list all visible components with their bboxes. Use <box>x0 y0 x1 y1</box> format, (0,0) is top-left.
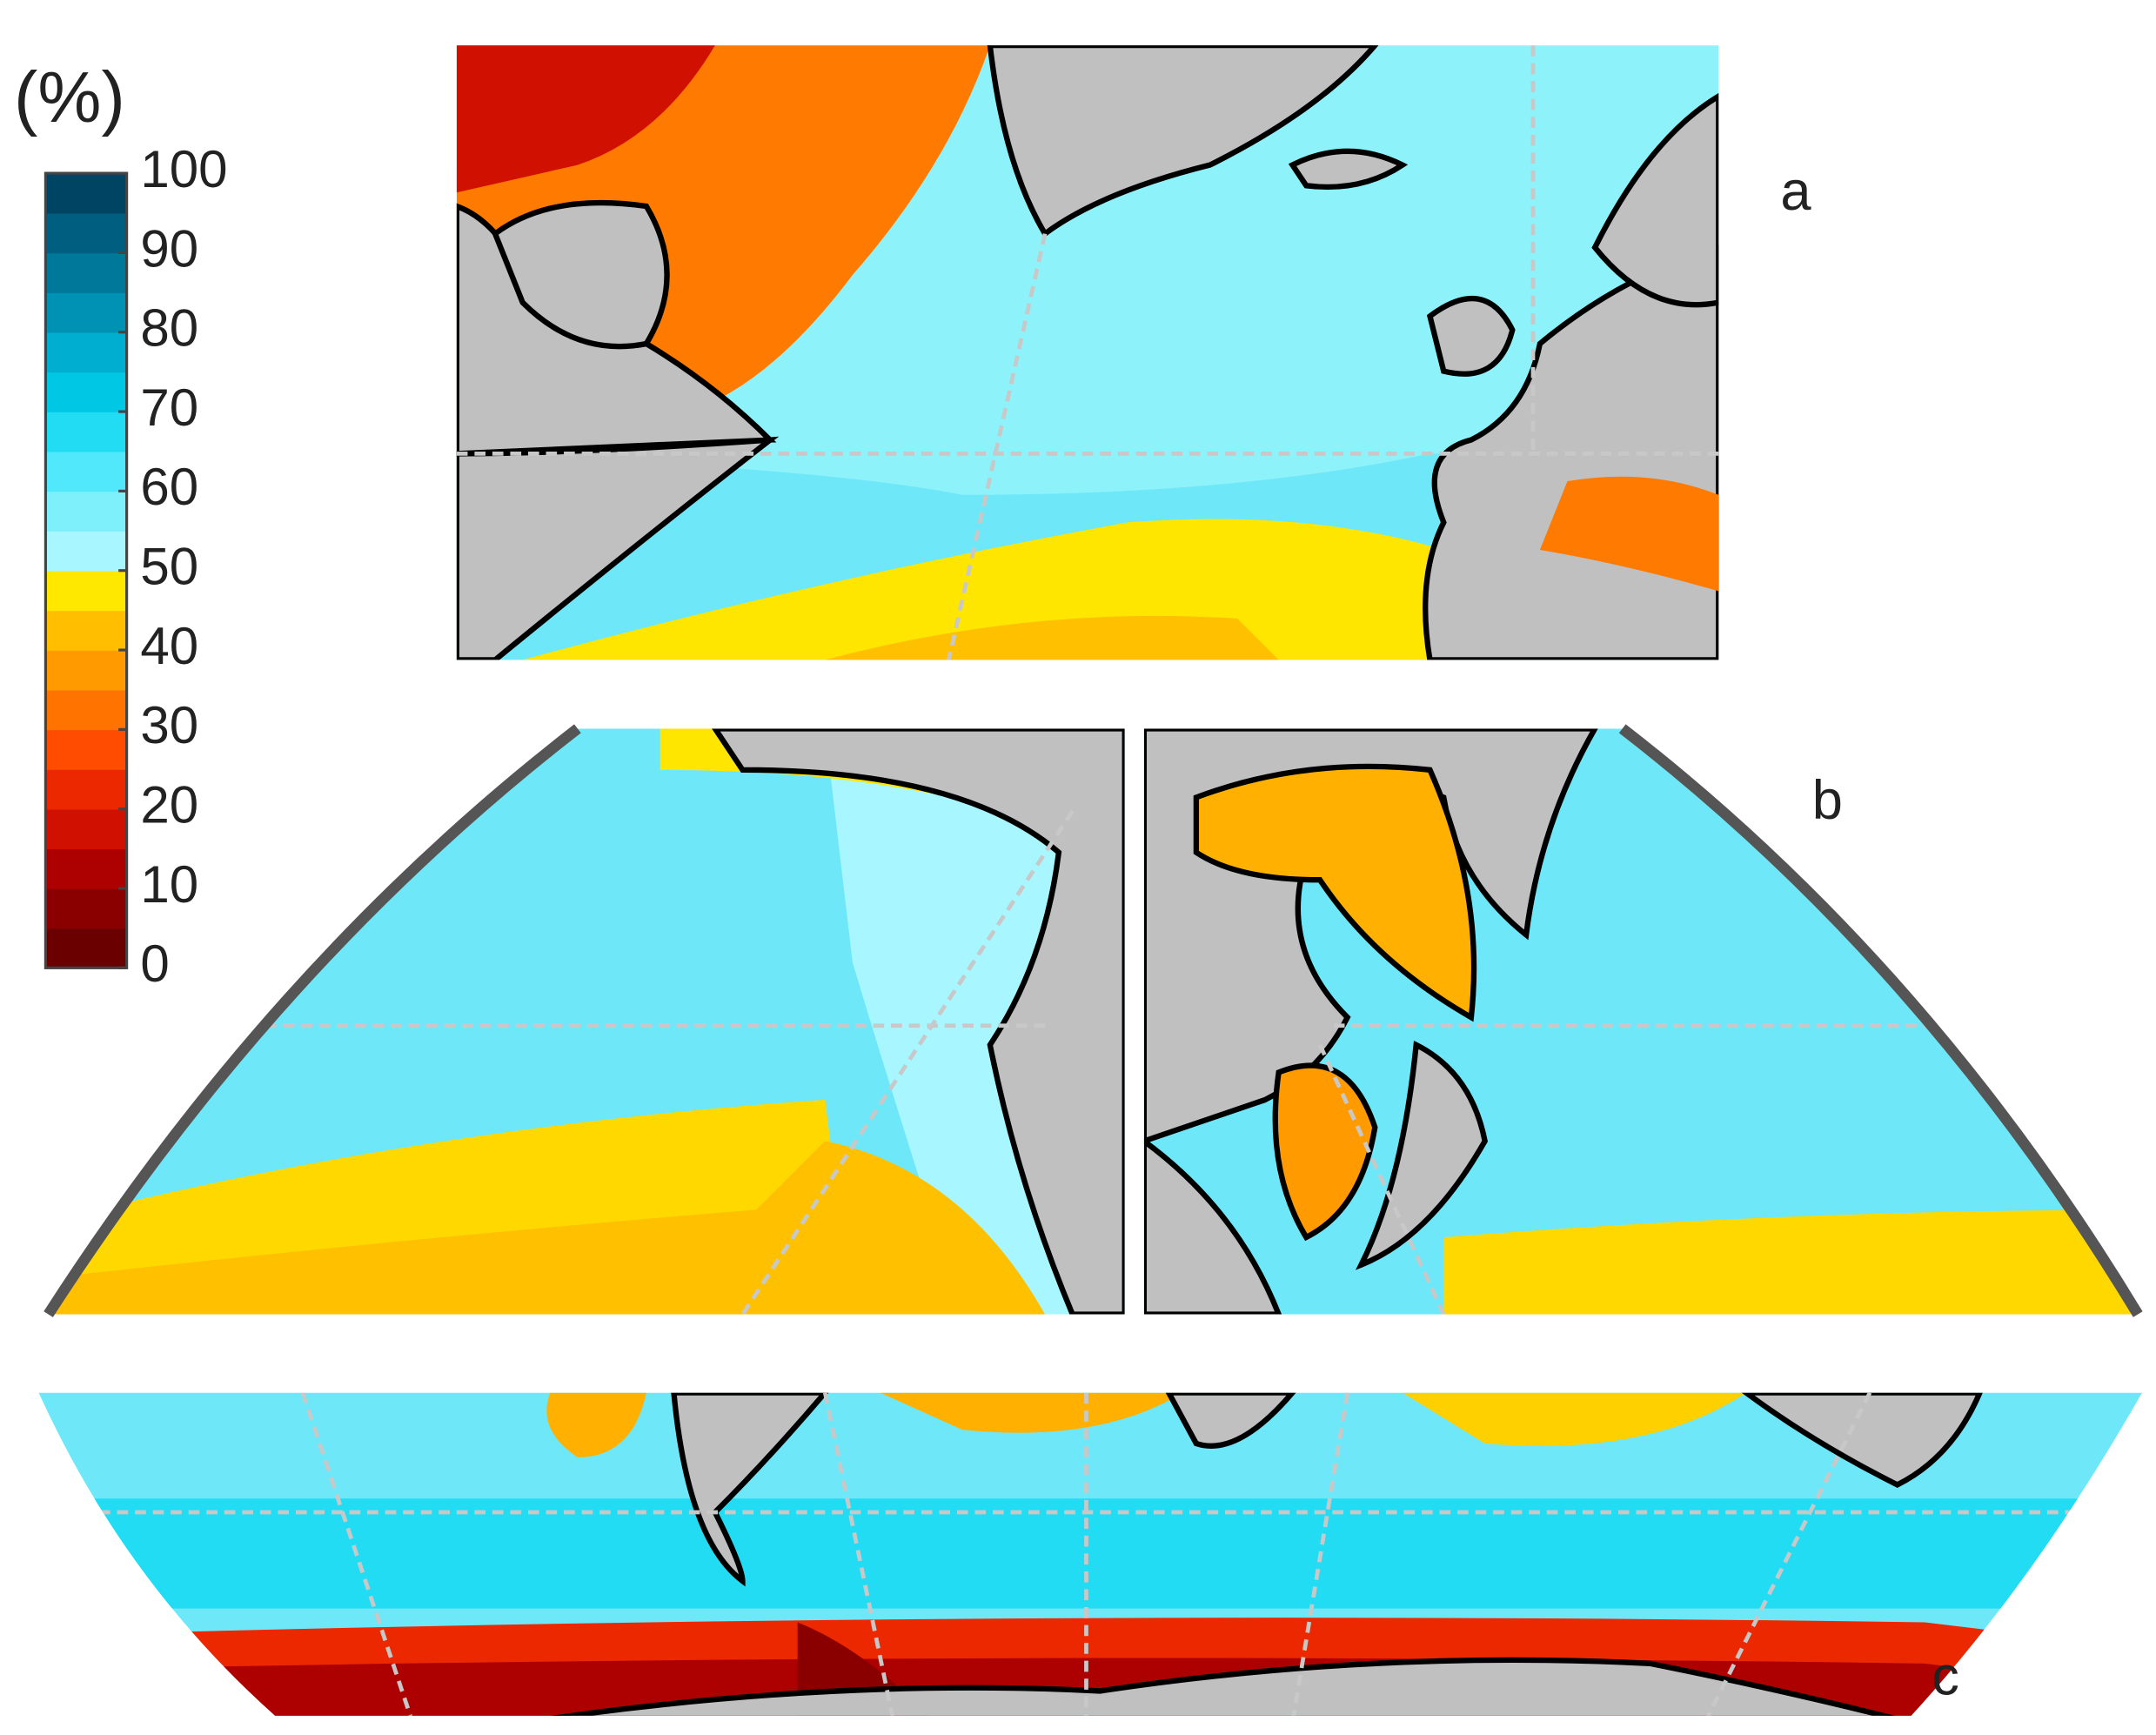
colorbar-tick-label: 100 <box>140 140 227 198</box>
panel-c-map <box>38 1392 2142 1716</box>
panel-b-border <box>44 724 581 1317</box>
colorbar-tick-label: 10 <box>140 855 198 914</box>
panel-b-right-map <box>1143 728 2139 1315</box>
colorbar-segment <box>45 491 127 532</box>
colorbar-title: (%) <box>14 58 125 137</box>
colorbar-tick-label: 20 <box>140 776 198 834</box>
colorbar-tick-label: 0 <box>140 934 169 993</box>
colorbar-tick-label: 90 <box>140 219 198 278</box>
colorbar-segment <box>45 412 127 452</box>
colorbar-segment <box>45 332 127 373</box>
colorbar-tick-label: 70 <box>140 378 198 437</box>
panel-a-map <box>456 45 1719 660</box>
colorbar-tick-label: 50 <box>140 538 198 596</box>
colorbar-segment <box>45 928 127 969</box>
colorbar-segment <box>45 292 127 333</box>
colorbar-segment <box>45 610 127 651</box>
colorbar-segment <box>45 689 127 731</box>
colorbar-segment <box>45 531 127 572</box>
colorbar-segment <box>45 650 127 691</box>
panel-b-border <box>1618 724 2143 1317</box>
colorbar-segment <box>45 729 127 770</box>
colorbar-tick-label: 80 <box>140 299 198 358</box>
colorbar-segment <box>45 888 127 929</box>
colorbar-segment <box>45 451 127 492</box>
colorbar-segment <box>45 808 127 850</box>
colorbar-segment <box>45 212 127 254</box>
colorbar: 0 10 20 30 40 50 60 70 80 90 100 <box>44 140 228 993</box>
colorbar-tick-label: 40 <box>140 617 198 675</box>
panel-label: a <box>1780 161 1811 222</box>
colorbar-segment <box>45 769 127 810</box>
colorbar-segment <box>45 372 127 412</box>
colorbar-segment <box>45 570 127 612</box>
colorbar-segment <box>45 173 127 214</box>
colorbar-segment <box>45 252 127 293</box>
colorbar-segment <box>45 848 127 889</box>
panel-label: b <box>1812 770 1843 831</box>
panel-b-left-map <box>48 728 1125 1315</box>
colorbar-tick-label: 30 <box>140 696 198 754</box>
colorbar-tick-label: 60 <box>140 458 198 516</box>
panel-label: c <box>1932 1645 1959 1706</box>
